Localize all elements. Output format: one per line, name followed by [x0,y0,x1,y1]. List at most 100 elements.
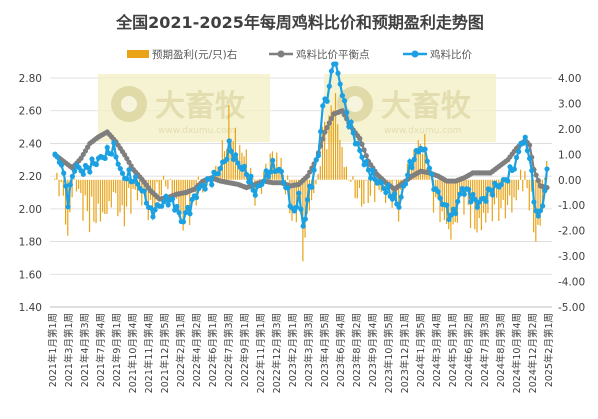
ratio-point [111,140,117,146]
ratio-point [71,168,78,174]
profit-bar [509,179,511,196]
profit-bar [75,179,78,192]
ratio-point [363,159,369,165]
profit-bar [147,179,149,221]
ratio-point [522,134,528,140]
legend: 预期盈利(元/只)右 鸡料比价平衡点 鸡料比价 [127,48,472,61]
ratio-point [89,156,95,162]
profit-bar [347,179,350,181]
ratio-point [206,176,213,182]
ratio-point [324,98,330,104]
profit-bar [71,179,73,198]
profit-bar [152,179,154,216]
ratio-point [333,61,339,67]
profit-bar [502,179,504,200]
x-tick-label: 2022年4月第2周 [191,313,203,387]
ratio-point [115,161,121,167]
profit-bar [500,179,502,208]
profit-bar [352,176,354,180]
ratio-point [58,162,65,168]
ratio-point [313,157,319,163]
ratio-point [505,178,511,184]
ratio-point [531,199,537,205]
profit-bar [354,179,356,199]
ratio-point [378,180,385,186]
right-tick-label: -3.00 [558,251,585,263]
profit-bar [411,164,413,180]
ratio-series [52,61,550,229]
profit-bar [339,139,341,180]
profit-bar [315,179,317,185]
profit-bar [84,179,86,196]
ratio-point [187,211,193,217]
ratio-point [185,204,191,210]
avg-point [363,153,369,159]
x-tick-label: 2023年9月第4周 [367,313,379,387]
ratio-point [250,187,256,193]
profit-bar [82,179,84,221]
ratio-point [389,196,396,202]
ratio-point [165,202,171,208]
ratio-point [267,169,274,175]
profit-bar [300,179,302,215]
legend-label-avg: 鸡料比价平衡点 [296,48,370,61]
right-tick-label: 2.00 [558,124,581,136]
profit-bar [432,179,435,213]
ratio-point [411,156,417,162]
ratio-point [280,180,287,186]
profit-bar [97,179,99,204]
ratio-point [304,197,311,203]
ratio-point [437,195,443,201]
ratio-point [450,206,456,212]
ratio-point [446,216,452,222]
ratio-point [150,214,156,220]
chart-title: 全国2021-2025年每周鸡料比价和预期盈利走势图 [115,13,484,32]
ratio-point [516,149,522,155]
ratio-point [159,203,165,209]
right-tick-label: 1.00 [558,149,581,161]
ratio-point [263,168,269,174]
avg-point [526,142,533,148]
x-tick-label: 2024年6月第2周 [463,313,475,387]
ratio-point [455,198,461,205]
ratio-point [285,185,291,191]
ratio-point [368,175,374,181]
profit-bar [528,179,530,211]
profit-bar [541,179,543,211]
ratio-point [148,205,154,211]
profit-bar [86,179,88,212]
ratio-point [370,167,376,174]
avg-point [361,147,367,153]
profit-bar [463,179,465,215]
ratio-point [405,172,411,178]
x-tick-label: 2023年12月第1周 [399,313,411,393]
x-tick-label: 2022年11月第1周 [255,313,267,393]
ratio-point [341,98,348,104]
ratio-point [526,155,533,162]
profit-bar [167,179,169,190]
ratio-point [132,174,139,180]
profit-bar [252,178,254,180]
ratio-point [402,181,409,187]
profit-bar [193,179,195,186]
ratio-point [135,181,141,187]
ratio-point [233,152,239,158]
x-tick-label: 2024年12月第2周 [527,313,539,393]
ratio-point [392,191,398,197]
profit-bar [496,179,498,198]
ratio-point [448,212,454,218]
profit-bar [491,179,493,222]
ratio-point [63,183,69,189]
profit-bar [413,149,415,180]
x-tick-label: 2021年4月第3周 [79,313,91,387]
ratio-point [265,173,271,180]
profit-bar [54,178,56,180]
ratio-point [302,216,308,222]
ratio-point [61,170,67,176]
ratio-point [296,190,302,196]
ratio-point [535,213,541,219]
ratio-point [513,154,520,161]
right-tick-label: -2.00 [558,226,585,238]
